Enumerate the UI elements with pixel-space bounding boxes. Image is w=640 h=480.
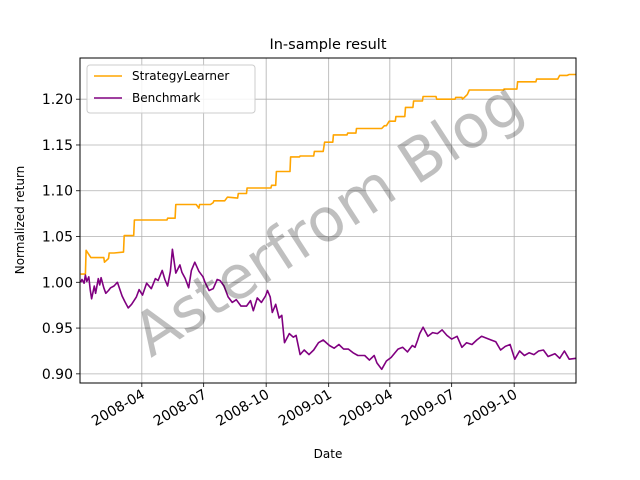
y-tick-label: 0.90 [42,367,73,383]
legend: StrategyLearner Benchmark [86,64,256,114]
chart-title: In-sample result [269,37,386,53]
y-tick-label: 1.05 [42,230,73,246]
legend-label-benchmark: Benchmark [132,91,200,105]
gridlines [80,58,576,383]
legend-label-strategy: StrategyLearner [132,69,229,83]
series-line-strategylearner [80,73,576,275]
y-tick-label: 1.15 [42,138,73,154]
series-line-benchmark [79,248,577,371]
y-tick-label: 0.95 [42,321,73,337]
y-axis-label: Normalized return [13,166,27,275]
series-lines [79,73,577,371]
x-axis-label: Date [314,447,343,461]
y-tick-label: 1.10 [42,184,73,200]
y-tick-label: 1.00 [42,275,73,291]
plot-frame [79,57,577,384]
y-axis-ticks: 0.90 0.95 1.00 1.05 1.10 1.15 1.20 [42,92,80,383]
legend-box [86,64,256,114]
y-tick-label: 1.20 [42,92,73,108]
